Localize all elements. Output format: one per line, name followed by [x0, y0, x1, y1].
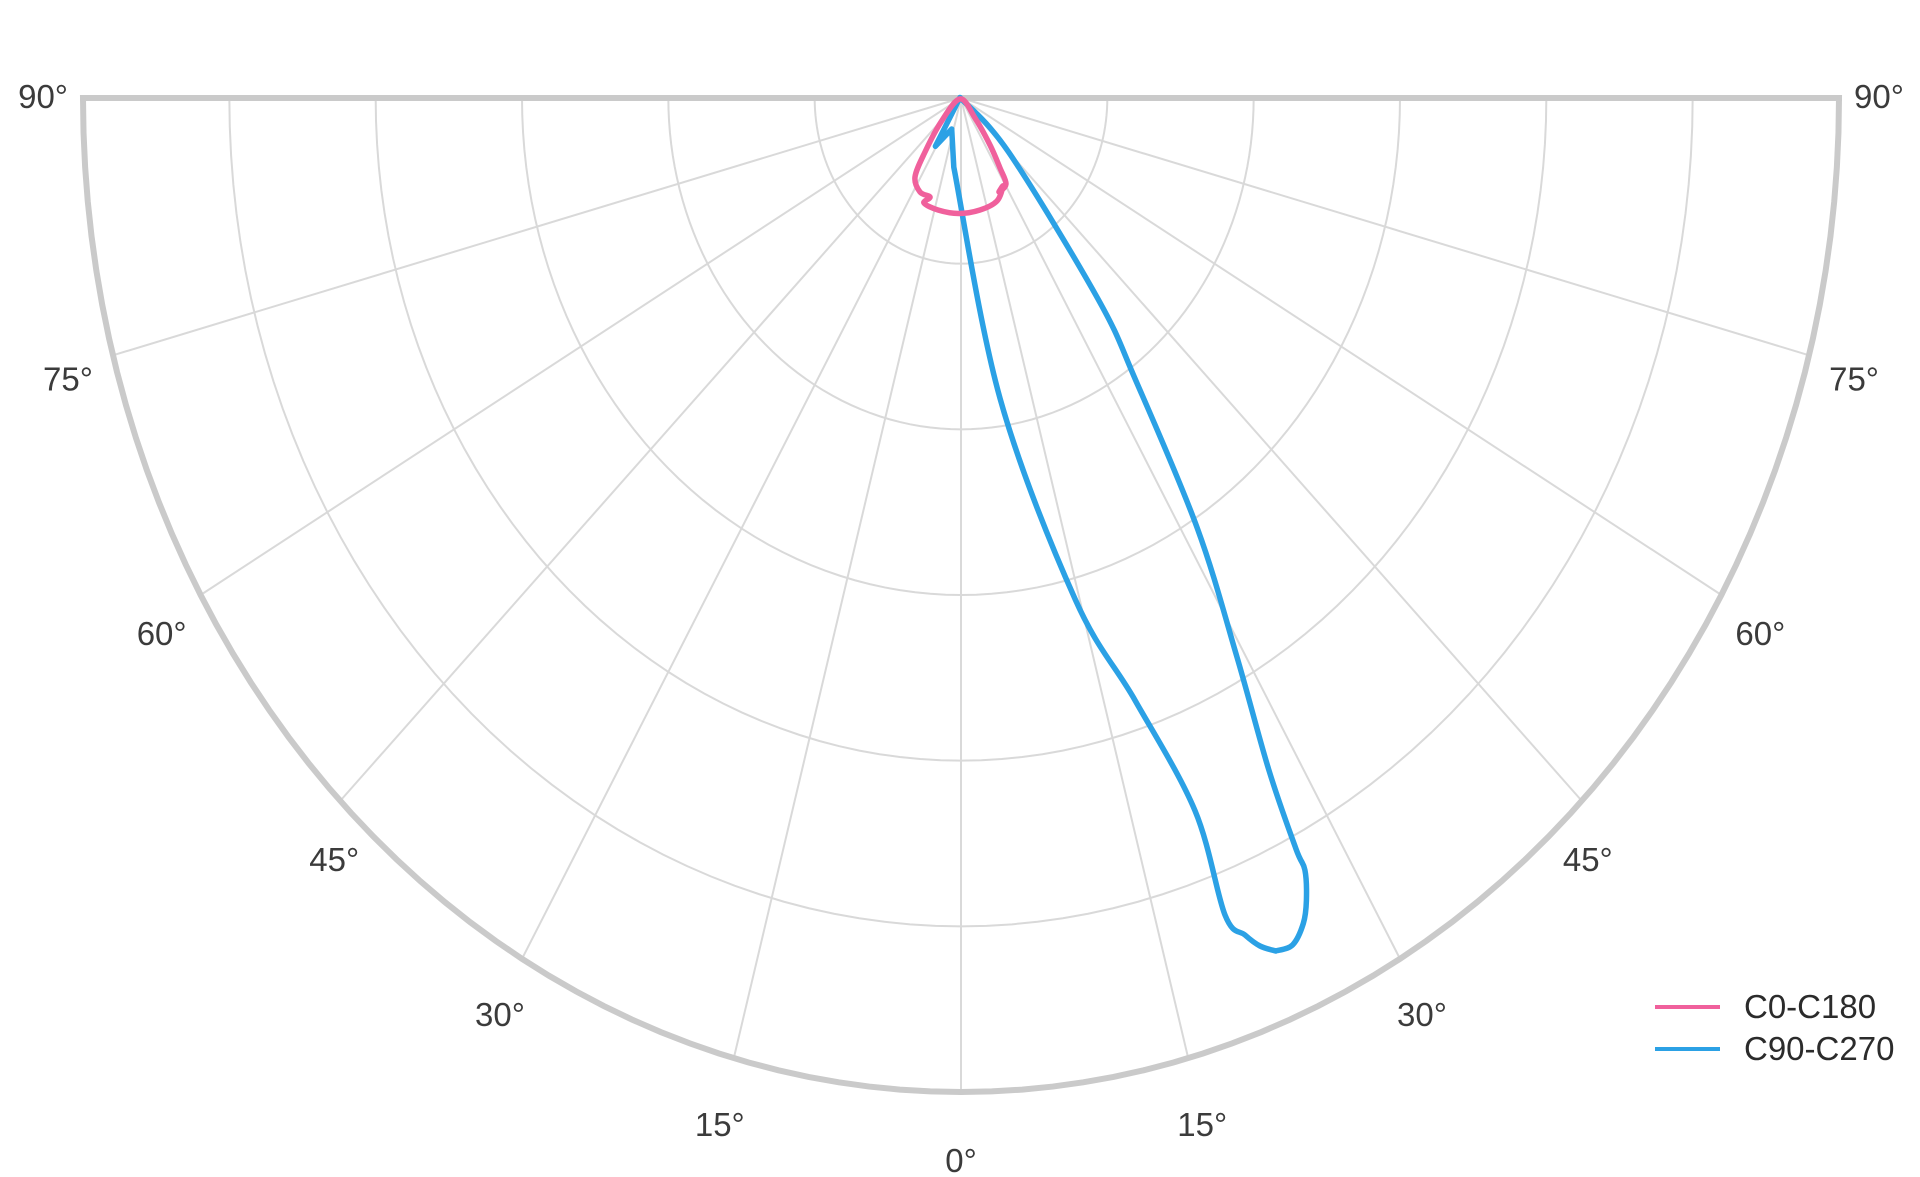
svg-text:75°: 75°: [1829, 360, 1879, 397]
svg-text:30°: 30°: [475, 996, 525, 1033]
svg-text:15°: 15°: [1177, 1106, 1227, 1143]
svg-text:30°: 30°: [1397, 996, 1447, 1033]
svg-text:90°: 90°: [1854, 78, 1904, 115]
svg-text:60°: 60°: [137, 615, 187, 652]
svg-text:75°: 75°: [43, 360, 93, 397]
svg-text:45°: 45°: [1563, 841, 1613, 878]
svg-text:90°: 90°: [18, 78, 68, 115]
svg-text:45°: 45°: [309, 841, 359, 878]
svg-text:15°: 15°: [695, 1106, 745, 1143]
svg-text:C90-C270: C90-C270: [1744, 1030, 1894, 1067]
svg-text:0°: 0°: [945, 1142, 977, 1177]
svg-text:C0-C180: C0-C180: [1744, 988, 1876, 1025]
svg-text:60°: 60°: [1735, 615, 1785, 652]
